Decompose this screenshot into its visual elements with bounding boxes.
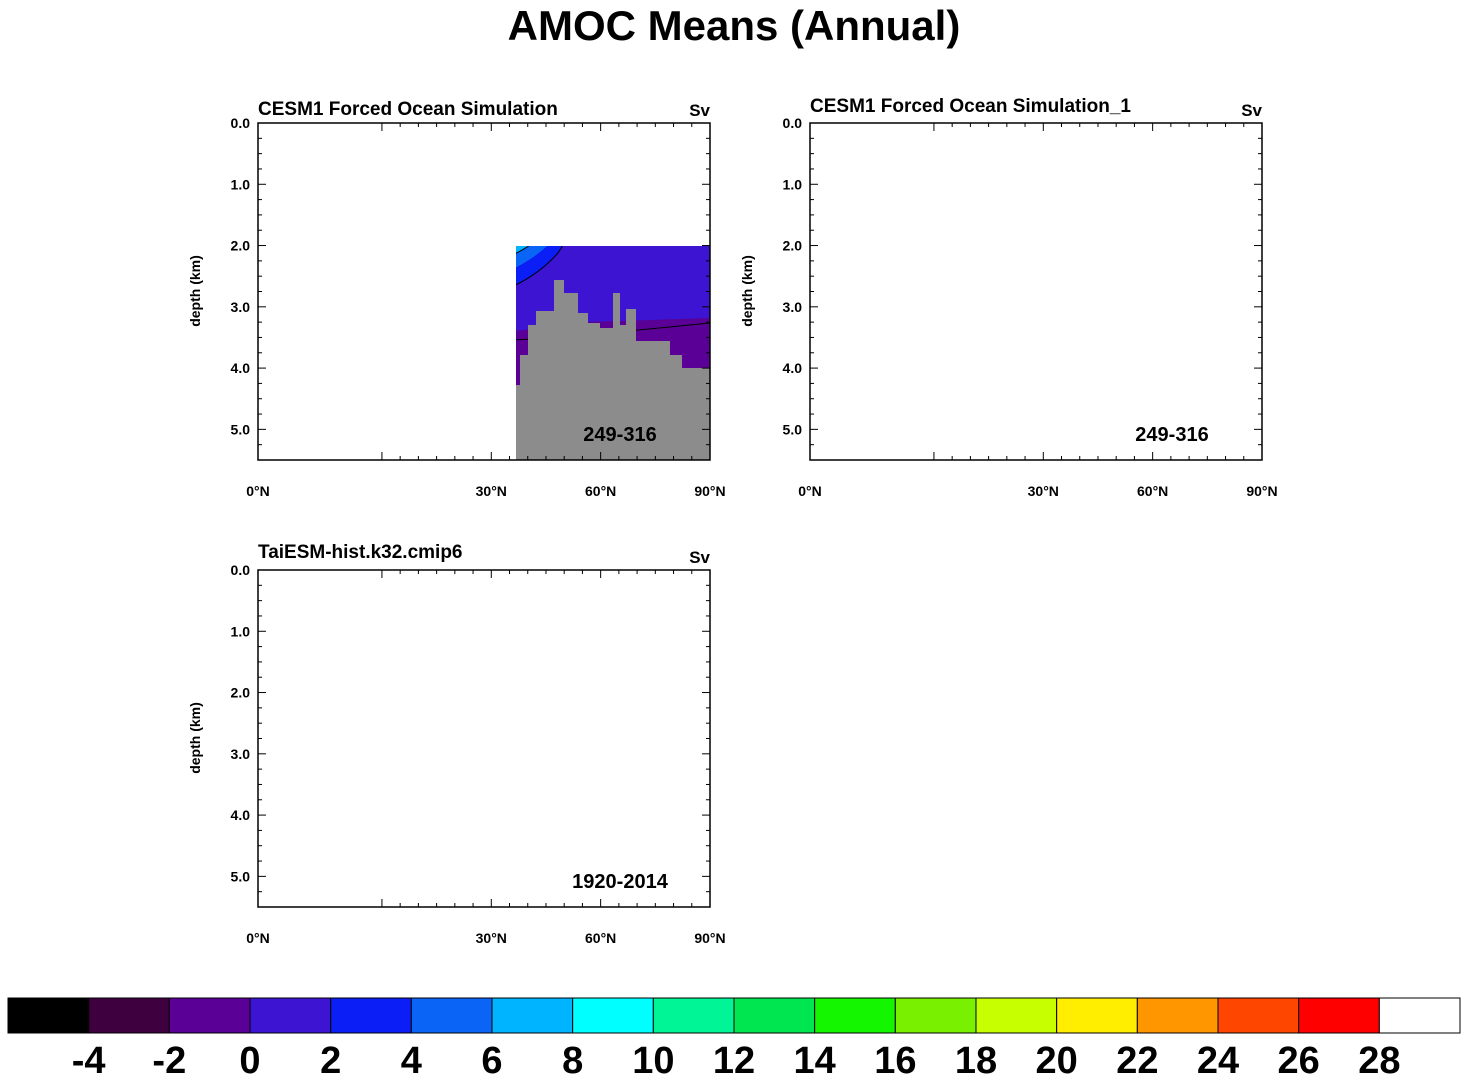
- panel-cesm1-1: CESM1 Forced Ocean Simulation_1 Sv 249-3…: [739, 96, 1278, 499]
- y-tick-label: 0.0: [783, 115, 803, 131]
- colorbar-swatch: [168, 997, 251, 1034]
- contour-field: [516, 246, 711, 460]
- colorbar-label: 24: [1197, 1040, 1239, 1082]
- y-tick-label: 1.0: [231, 176, 251, 192]
- panel-units: Sv: [689, 101, 710, 120]
- colorbar-label: 28: [1358, 1040, 1400, 1082]
- colorbar-label: 20: [1036, 1040, 1078, 1082]
- panel-taiesm: TaiESM-hist.k32.cmip6 Sv 1920-2014 depth…: [187, 542, 726, 946]
- panel-title: CESM1 Forced Ocean Simulation: [258, 99, 558, 120]
- y-tick-label: 1.0: [231, 623, 251, 639]
- colorbar-swatch: [1136, 997, 1219, 1034]
- panel-units: Sv: [1241, 101, 1262, 120]
- y-ticks: 0.0 1.0 2.0 3.0 4.0 5.0: [783, 115, 1262, 461]
- colorbar-label: 6: [481, 1040, 502, 1082]
- colorbar-label: 2: [320, 1040, 341, 1082]
- figure-title: AMOC Means (Annual): [507, 2, 961, 49]
- colorbar-swatch: [249, 997, 332, 1034]
- x-tick-label: 0°N: [798, 483, 822, 499]
- panel-title: TaiESM-hist.k32.cmip6: [258, 542, 463, 563]
- period-label: 249-316: [583, 424, 656, 446]
- colorbar-label: 10: [632, 1040, 674, 1082]
- colorbar-swatch: [733, 997, 816, 1034]
- colorbar-swatch: [975, 997, 1058, 1034]
- y-ticks: 0.0 1.0 2.0 3.0 4.0 5.0: [231, 115, 710, 461]
- x-tick-label: 60°N: [1137, 483, 1168, 499]
- contour-field: [258, 570, 710, 907]
- y-tick-label: 4.0: [231, 360, 251, 376]
- y-tick-label: 0.0: [231, 562, 251, 578]
- colorbar-label: 18: [955, 1040, 997, 1082]
- x-tick-label: 90°N: [1246, 483, 1277, 499]
- colorbar-label: 14: [794, 1040, 836, 1082]
- y-tick-label: 4.0: [231, 807, 251, 823]
- y-tick-label: 4.0: [783, 360, 803, 376]
- colorbar-swatch: [572, 997, 654, 1034]
- plot-frame: [809, 122, 1263, 461]
- y-tick-label: 2.0: [231, 238, 251, 254]
- y-tick-label: 1.0: [783, 176, 803, 192]
- y-tick-label: 5.0: [231, 868, 251, 884]
- y-tick-label: 5.0: [231, 421, 251, 437]
- x-ticks: 0°N 30°N 60°N 90°N: [246, 570, 726, 946]
- colorbar-swatch: [1217, 997, 1300, 1034]
- colorbar-swatch: [88, 997, 170, 1034]
- period-label: 249-316: [1135, 424, 1208, 446]
- y-axis-label: depth (km): [739, 255, 755, 327]
- colorbar-label: 0: [239, 1040, 260, 1082]
- colorbar-label: 22: [1116, 1040, 1158, 1082]
- x-tick-label: 30°N: [476, 930, 507, 946]
- panel-title: CESM1 Forced Ocean Simulation_1: [810, 96, 1131, 117]
- period-label: 1920-2014: [572, 871, 669, 893]
- colorbar: -4 -2 0 2 4 6 8 10 12 14 16 18 20 22 24 26 28: [7, 997, 1461, 1082]
- contour-field: [810, 123, 1262, 460]
- x-tick-label: 0°N: [246, 483, 270, 499]
- colorbar-swatch: [814, 997, 896, 1034]
- y-tick-label: 0.0: [231, 115, 251, 131]
- colorbar-swatch: [1056, 997, 1138, 1034]
- x-tick-label: 60°N: [585, 483, 616, 499]
- x-tick-label: 30°N: [1028, 483, 1059, 499]
- colorbar-swatch: [491, 997, 574, 1034]
- x-tick-label: 90°N: [694, 483, 725, 499]
- colorbar-swatch: [410, 997, 493, 1034]
- colorbar-swatch: [7, 997, 90, 1034]
- colorbar-swatch: [1298, 997, 1380, 1034]
- x-tick-label: 60°N: [585, 930, 616, 946]
- x-ticks: 0°N 30°N 60°N 90°N: [246, 123, 726, 499]
- y-tick-label: 2.0: [783, 238, 803, 254]
- x-tick-label: 30°N: [476, 483, 507, 499]
- y-tick-label: 3.0: [231, 299, 251, 315]
- colorbar-label: 12: [713, 1040, 755, 1082]
- plot-frame: [257, 569, 711, 908]
- colorbar-label: -2: [152, 1040, 186, 1082]
- colorbar-swatch: [652, 997, 735, 1034]
- y-tick-label: 2.0: [231, 685, 251, 701]
- colorbar-label: 16: [874, 1040, 916, 1082]
- x-tick-label: 90°N: [694, 930, 725, 946]
- y-tick-label: 5.0: [783, 421, 803, 437]
- colorbar-label: 26: [1278, 1040, 1320, 1082]
- y-tick-label: 3.0: [783, 299, 803, 315]
- colorbar-swatch: [894, 997, 977, 1034]
- x-tick-label: 0°N: [246, 930, 270, 946]
- colorbar-label: -4: [72, 1040, 106, 1082]
- x-ticks: 0°N 30°N 60°N 90°N: [798, 123, 1278, 499]
- y-axis-label: depth (km): [187, 255, 203, 327]
- colorbar-swatch: [1378, 997, 1461, 1034]
- panel-units: Sv: [689, 548, 710, 567]
- colorbar-label: 8: [562, 1040, 583, 1082]
- y-ticks: 0.0 1.0 2.0 3.0 4.0 5.0: [231, 562, 710, 908]
- panel-cesm1: CESM1 Forced Ocean Simulation Sv 249-316…: [187, 99, 726, 499]
- y-axis-label: depth (km): [187, 702, 203, 774]
- y-tick-label: 3.0: [231, 746, 251, 762]
- colorbar-swatch: [330, 997, 412, 1034]
- colorbar-label: 4: [401, 1040, 422, 1082]
